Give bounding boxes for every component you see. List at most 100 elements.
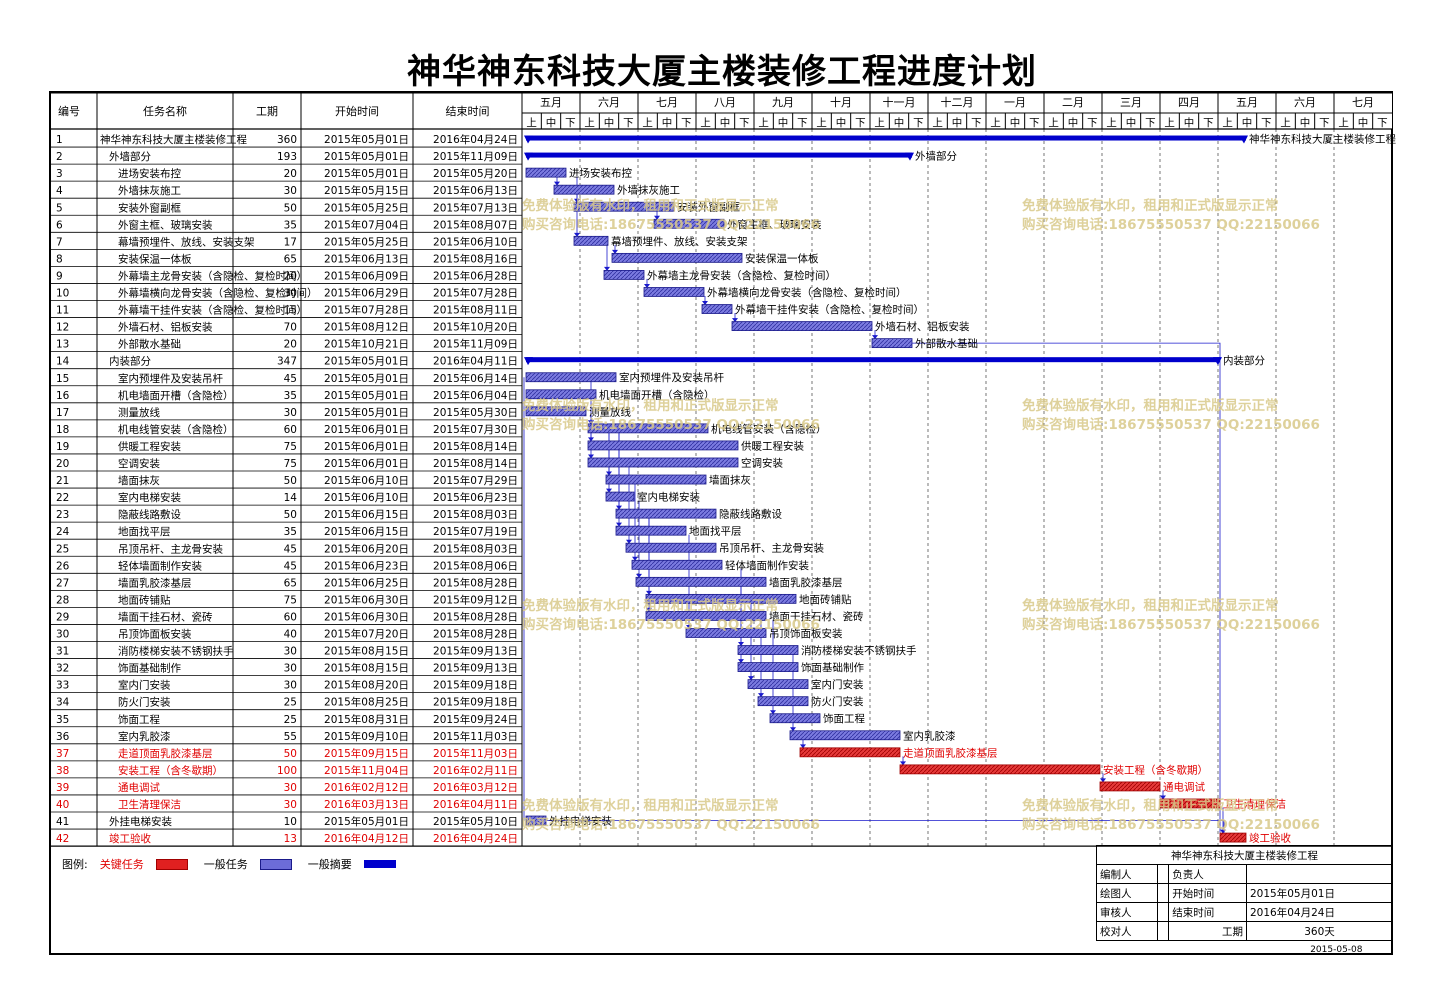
- cell-num: 12: [56, 322, 69, 334]
- timescale-dekad: 中: [1068, 116, 1079, 129]
- cell-name: 饰面工程: [118, 713, 160, 726]
- cell-start: 2015年06月29日: [324, 287, 409, 300]
- bar-label: 机电墙面开槽（含隐检）: [599, 388, 715, 401]
- cell-name: 通电调试: [118, 781, 160, 794]
- cell-name: 神华神东科技大厦主楼装修工程: [100, 133, 247, 146]
- task-bar: [525, 389, 597, 400]
- cell-end: 2016年04月11日: [433, 355, 518, 368]
- bar-label: 外墙抹灰施工: [617, 184, 680, 197]
- cell-end: 2015年09月13日: [433, 662, 518, 675]
- info-drawer-value[interactable]: [1157, 883, 1170, 903]
- timescale-month: 三月: [1120, 96, 1142, 109]
- dependency-arrow: [738, 659, 744, 664]
- cell-num: 26: [56, 560, 70, 572]
- timescale-dekad: 中: [1242, 116, 1253, 129]
- timescale-month: 六月: [598, 96, 620, 109]
- timescale-dekad: 中: [604, 116, 615, 129]
- info-owner-value[interactable]: [1246, 864, 1393, 884]
- cell-end: 2015年08月16日: [433, 252, 518, 265]
- cell-duration: 360: [277, 134, 297, 146]
- cell-name: 地面砖铺贴: [118, 593, 171, 606]
- cell-start: 2015年06月30日: [324, 593, 409, 606]
- cell-name: 室内预埋件及安装吊杆: [118, 372, 223, 385]
- cell-start: 2015年08月31日: [324, 713, 409, 726]
- dependency-arrow: [646, 607, 652, 612]
- summary-start-cap: [524, 357, 533, 366]
- summary-bar: [526, 152, 912, 158]
- cell-end: 2015年09月24日: [433, 713, 518, 726]
- bar-label: 室内电梯安装: [637, 491, 700, 504]
- info-drawer-label: 绘图人: [1095, 883, 1159, 903]
- cell-name: 吊顶饰面板安装: [118, 628, 192, 641]
- bar-label: 外挂电梯安装: [549, 815, 612, 828]
- task-bar: [587, 423, 709, 434]
- info-checker-value[interactable]: [1157, 921, 1170, 941]
- cell-end: 2015年11月09日: [433, 150, 518, 163]
- bar-label: 外幕墙横向龙骨安装（含隐检、复检时间）: [707, 286, 907, 299]
- dependency-arrow: [606, 488, 612, 493]
- summary-end-cap: [905, 152, 914, 161]
- cell-name: 机电墙面开槽（含隐检）: [118, 389, 234, 402]
- critical-task-bar: [899, 764, 1101, 775]
- timescale-dekad: 上: [816, 117, 827, 129]
- cell-num: 34: [56, 697, 70, 709]
- cell-num: 7: [56, 236, 63, 248]
- timescale-dekad: 上: [700, 117, 711, 129]
- cell-num: 15: [56, 373, 69, 385]
- cell-num: 28: [56, 594, 69, 606]
- cell-end: 2015年09月13日: [433, 645, 518, 658]
- bar-label: 测量放线: [589, 405, 631, 418]
- dependency-arrow: [732, 318, 738, 323]
- dependency-arrow: [632, 556, 638, 561]
- watermark-line1: 免费体验版有水印，租用和正式版显示正常: [522, 597, 779, 614]
- timescale-dekad: 上: [758, 117, 769, 129]
- cell-end: 2015年08月28日: [433, 610, 518, 623]
- task-bar: [525, 406, 587, 417]
- info-compiler-value[interactable]: [1157, 864, 1170, 884]
- cell-duration: 13: [284, 833, 297, 845]
- cell-num: 32: [56, 663, 69, 675]
- cell-duration: 45: [284, 560, 297, 572]
- critical-task-bar: [1159, 798, 1221, 809]
- cell-name: 外窗主框、玻璃安装: [118, 218, 213, 231]
- task-bar: [653, 218, 725, 229]
- timescale-dekad: 下: [1203, 117, 1214, 129]
- cell-name: 安装保温一体板: [118, 252, 192, 265]
- gantt-frame: [49, 91, 1393, 955]
- task-bar: [631, 559, 723, 570]
- dependency-arrow: [770, 710, 776, 715]
- dependency-arrow: [612, 249, 618, 254]
- timescale-dekad: 中: [894, 116, 905, 129]
- cell-start: 2015年06月10日: [324, 491, 409, 504]
- dependency-arrow: [748, 676, 754, 681]
- info-end-label: 结束时间: [1168, 902, 1247, 922]
- cell-name: 卫生清理保洁: [118, 798, 181, 811]
- cell-duration: 60: [284, 611, 297, 623]
- timescale-dekad: 上: [1106, 117, 1117, 129]
- legend: 图例: 关键任务 一般任务 一般摘要: [62, 856, 406, 872]
- cell-name: 空调安装: [118, 457, 160, 470]
- timescale-dekad: 上: [1338, 117, 1349, 129]
- cell-duration: 35: [284, 526, 297, 538]
- cell-end: 2015年09月18日: [433, 679, 518, 692]
- cell-end: 2015年06月10日: [433, 235, 518, 248]
- cell-end: 2015年11月09日: [433, 338, 518, 351]
- timescale-dekad: 下: [1261, 117, 1272, 129]
- cell-duration: 40: [284, 629, 297, 641]
- timescale-month: 七月: [656, 96, 678, 109]
- bar-label: 墙面乳胶漆基层: [769, 576, 843, 589]
- legend-summary-swatch: [363, 860, 396, 868]
- cell-duration: 30: [284, 288, 297, 300]
- cell-num: 10: [56, 288, 69, 300]
- task-bar: [685, 628, 767, 638]
- bar-label: 外幕墙主龙骨安装（含隐检、复检时间）: [647, 269, 836, 282]
- cell-end: 2016年04月11日: [433, 798, 518, 811]
- timescale-dekad: 中: [1184, 116, 1195, 129]
- task-bar: [605, 474, 707, 485]
- cell-num: 14: [56, 356, 70, 368]
- watermark-line2: 购买咨询电话:18675550537 QQ:22150066: [1022, 416, 1320, 433]
- info-reviewer-value[interactable]: [1157, 902, 1170, 922]
- cell-duration: 50: [284, 748, 297, 760]
- cell-duration: 55: [284, 731, 297, 743]
